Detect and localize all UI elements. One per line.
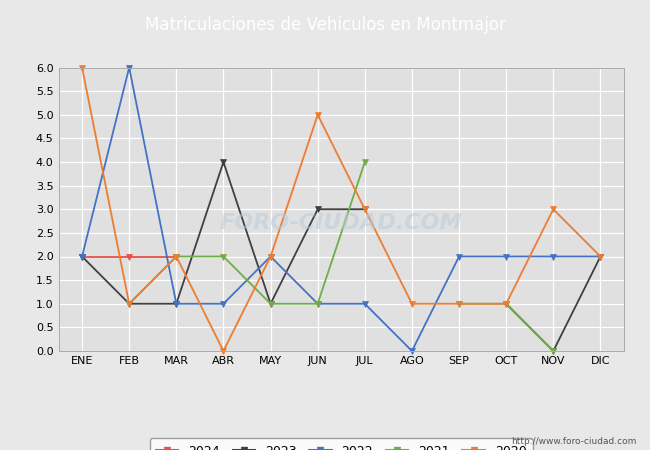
Legend: 2024, 2023, 2022, 2021, 2020: 2024, 2023, 2022, 2021, 2020 [150,438,533,450]
Text: http://www.foro-ciudad.com: http://www.foro-ciudad.com [512,436,637,446]
Text: FORO-CIUDAD.COM: FORO-CIUDAD.COM [220,213,463,234]
Text: Matriculaciones de Vehiculos en Montmajor: Matriculaciones de Vehiculos en Montmajo… [144,16,506,34]
